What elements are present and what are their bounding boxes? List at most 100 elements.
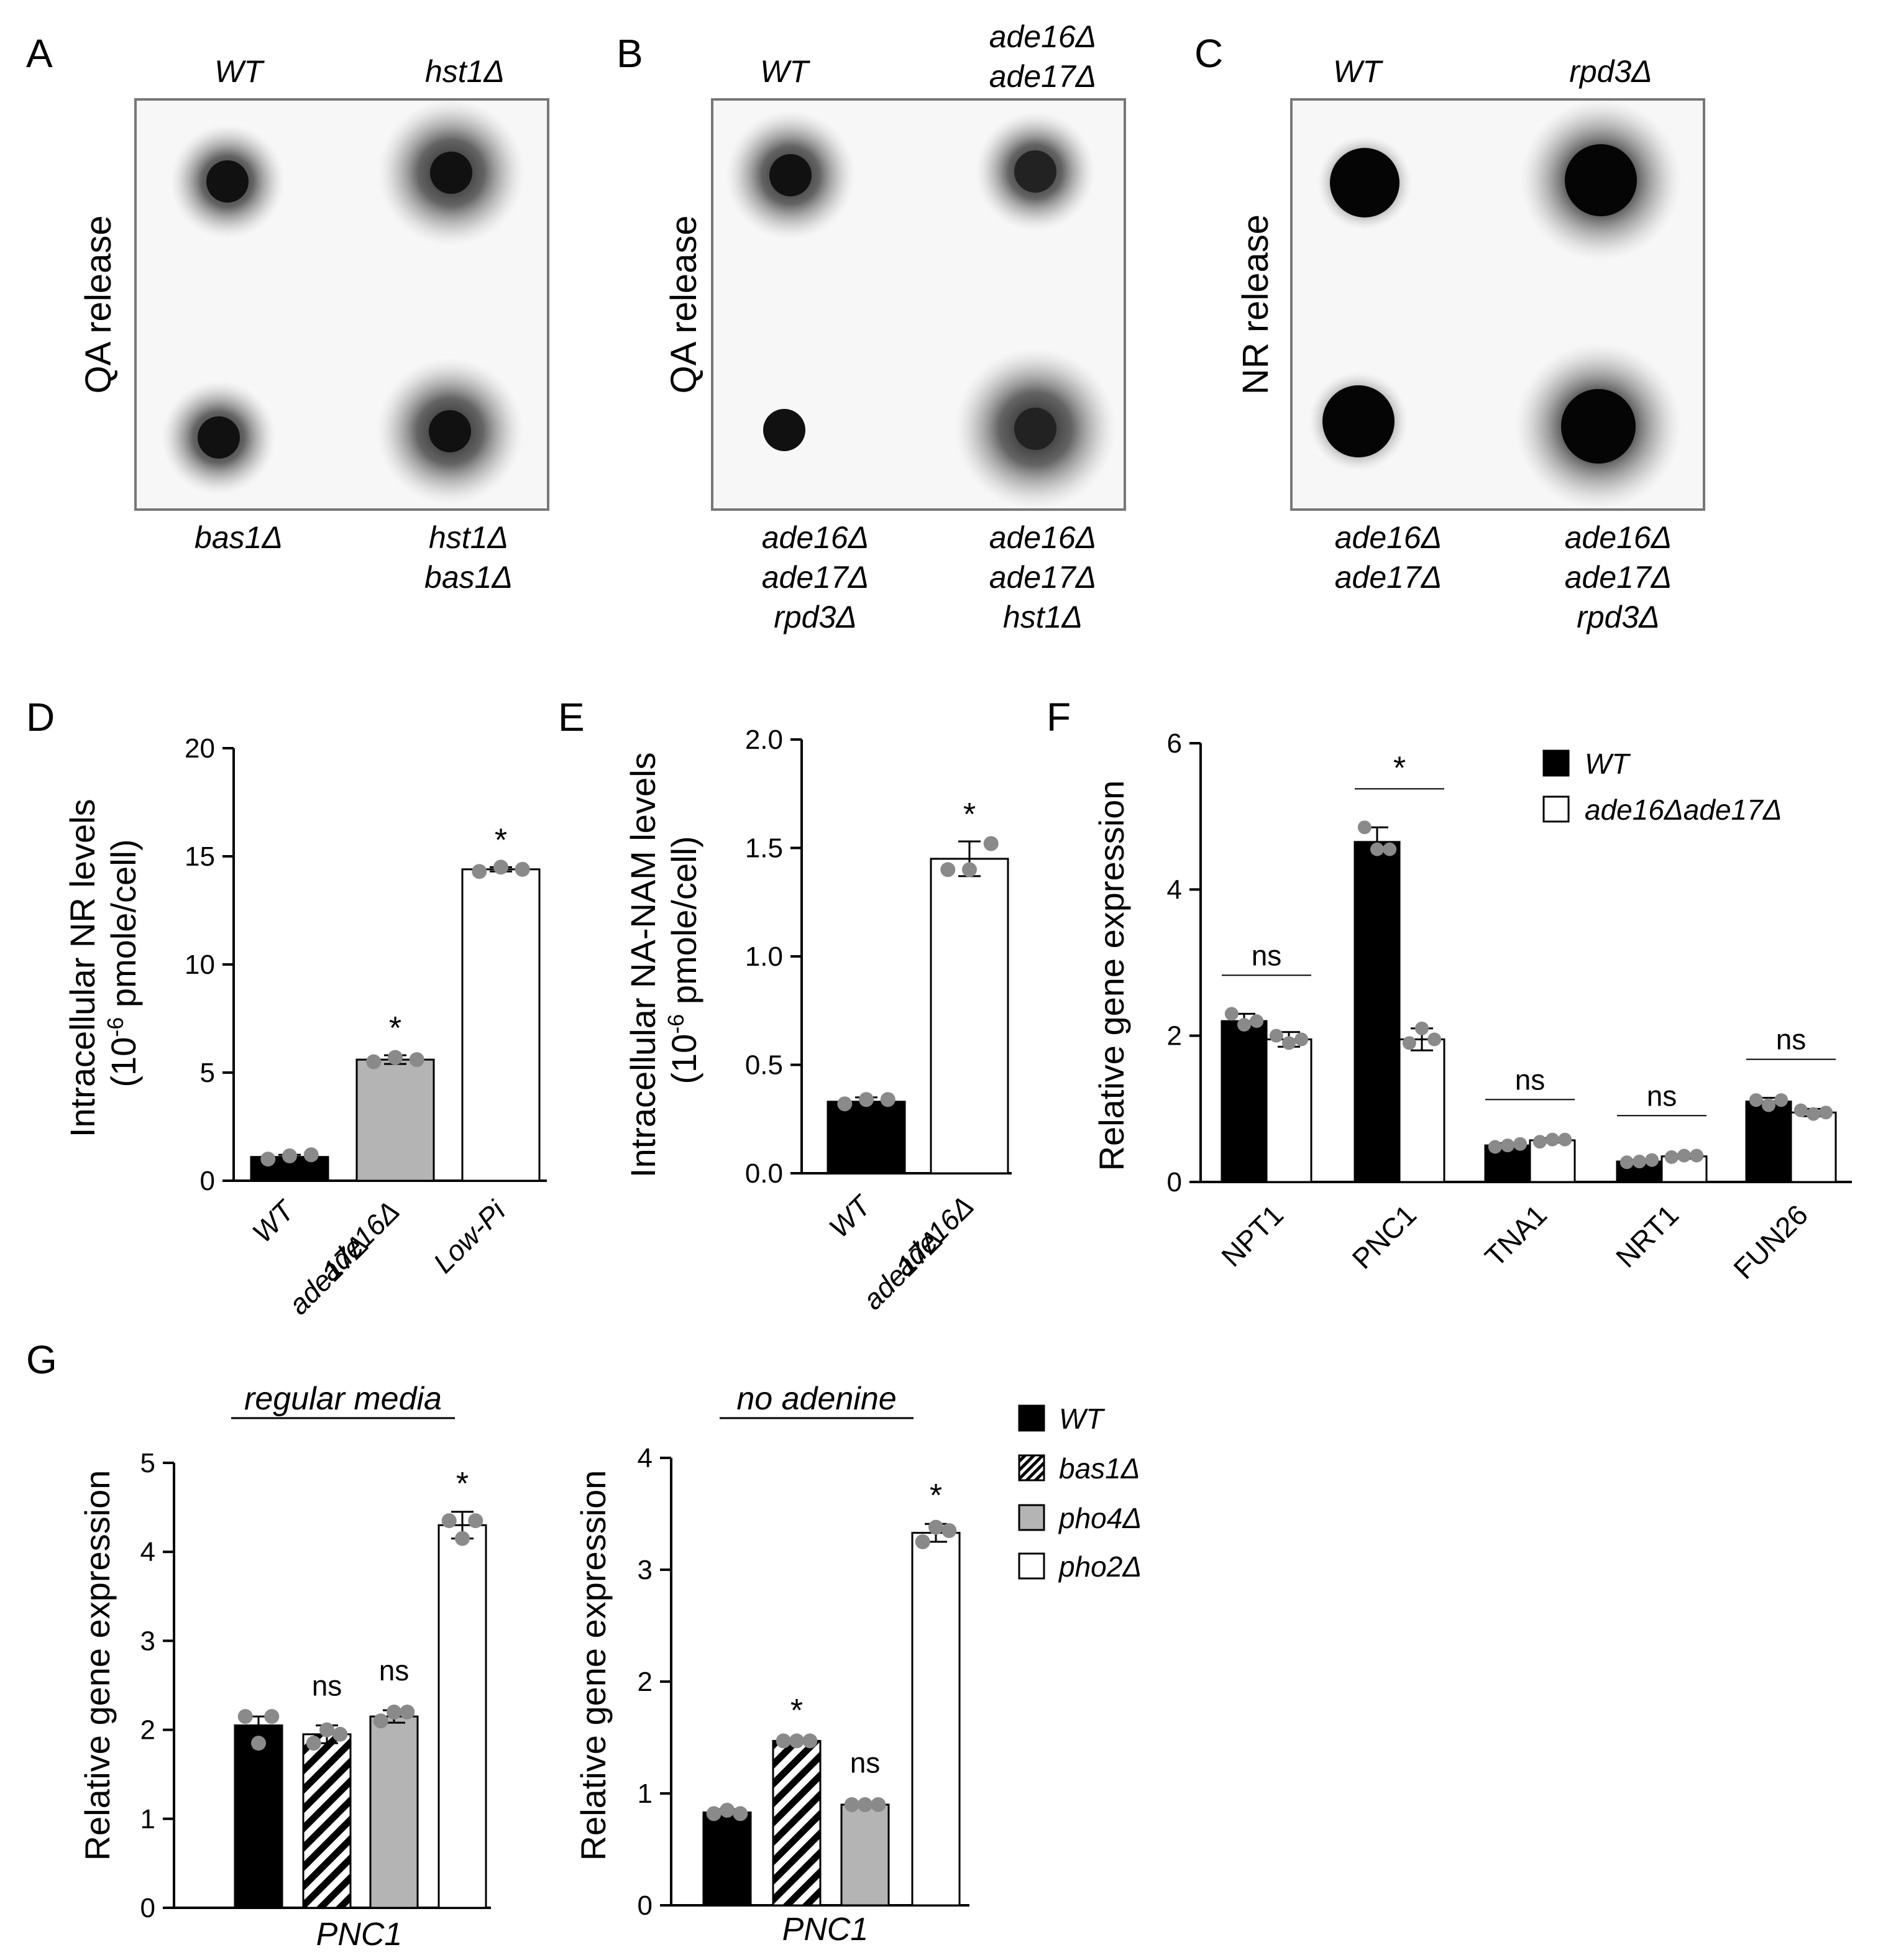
- chart-f-category-label: NRT1: [1610, 1198, 1685, 1273]
- chart-f-point: [1224, 1007, 1239, 1021]
- chart-e-ylabel: Intracellular NA-NAM levels (10-6 pmole/…: [623, 743, 703, 1178]
- panel-b-label-bl-l2: ade17Δ: [762, 560, 869, 595]
- panel-b-label-wt: WT: [760, 54, 810, 89]
- chart-f-significance: ns: [1776, 1024, 1807, 1056]
- chart-g1-ytick-label: 1: [140, 1804, 155, 1834]
- chart-f-point: [1558, 1132, 1572, 1147]
- chart-g2: 0 1 2 3 4 * ns *: [638, 1443, 969, 1921]
- chart-d-ylabel-line1: Intracellular NR levels: [63, 799, 102, 1137]
- chart-f-category-label: TNA1: [1478, 1198, 1553, 1273]
- chart-f-point: [1383, 842, 1397, 856]
- chart-f-point: [1664, 1150, 1679, 1164]
- chart-g1-point: [251, 1736, 266, 1751]
- chart-d-point: [409, 1052, 424, 1068]
- chart-d-ytick-label: 5: [200, 1058, 215, 1088]
- chart-f-point: [1294, 1032, 1309, 1046]
- chart-f-point: [1807, 1107, 1820, 1121]
- chart-e-significance: *: [963, 797, 976, 833]
- chart-f-point: [1645, 1153, 1659, 1167]
- colony-a-hst1: [378, 99, 524, 246]
- chart-e-ytick-label: 1.0: [745, 941, 783, 972]
- chart-f-point: [1501, 1138, 1514, 1153]
- legend-f-label-ade: ade16Δade17Δ: [1585, 794, 1782, 826]
- chart-f-bar: [1221, 1020, 1268, 1183]
- chart-g1-ytick-label: 0: [140, 1893, 155, 1923]
- panel-c: C NR release WT rpd3Δ ade16Δ ade17Δ ade1…: [1194, 31, 1705, 634]
- legend-g-swatch-wt: [1018, 1404, 1045, 1432]
- chart-e-point: [859, 1092, 874, 1107]
- chart-d-ytick-label: 10: [185, 950, 215, 980]
- chart-f-bar: [1745, 1101, 1792, 1183]
- chart-e-ytick-label: 0.0: [745, 1158, 783, 1189]
- panel-e: E Intracellular NA-NAM levels (10-6 pmol…: [558, 695, 1012, 1316]
- chart-d-category-label: WT: [246, 1193, 301, 1248]
- chart-g1-point: [319, 1722, 334, 1738]
- chart-f-ytick-label: 6: [1167, 728, 1182, 759]
- chart-d-point: [282, 1148, 297, 1163]
- chart-f-point: [1749, 1093, 1763, 1107]
- chart-f-ytick-label: 4: [1167, 874, 1182, 905]
- chart-d-significance: *: [495, 822, 507, 858]
- chart-g2-significance: *: [930, 1478, 942, 1514]
- panel-b-label-top-l2: ade17Δ: [989, 59, 1097, 94]
- chart-e: 0.00.51.01.52.0WT*ade16Δade17Δ: [745, 725, 1012, 1316]
- panel-b-label-br-l2: ade17Δ: [989, 560, 1097, 595]
- chart-g1-ytick-label: 4: [140, 1537, 155, 1567]
- chart-d-ylabel-rest: pmole/cell): [104, 839, 143, 1017]
- chart-g2-bar: [911, 1532, 961, 1907]
- legend-g: WT bas1Δ pho4Δ pho2Δ: [1018, 1403, 1142, 1583]
- chart-f-point: [1532, 1135, 1547, 1149]
- chart-f-point: [1690, 1148, 1704, 1163]
- chart-f-point: [1415, 1021, 1429, 1035]
- chart-g1-xlabel: PNC1: [316, 1916, 403, 1953]
- chart-f-bar: [1354, 841, 1401, 1183]
- chart-g2-point: [941, 1523, 957, 1538]
- chart-e-point: [962, 862, 977, 877]
- panel-f: F Relative gene expression 0 2 4 6 ns NPT1 * PN…: [1047, 695, 1852, 1285]
- chart-g1-significance: *: [456, 1466, 469, 1502]
- chart-e-category-label: ade17Δ: [856, 1223, 949, 1316]
- panel-b-label-br-l3: hst1Δ: [1003, 600, 1083, 634]
- chart-d-bar: [355, 1058, 435, 1182]
- chart-g2-ytick-label: 0: [638, 1890, 653, 1921]
- chart-g2-point: [733, 1806, 748, 1821]
- chart-e-point: [940, 862, 956, 877]
- chart-g1-bar: [234, 1724, 283, 1909]
- chart-g1-point: [441, 1513, 457, 1529]
- chart-e-point: [983, 836, 999, 851]
- panel-b-label-bl-l1: ade16Δ: [762, 520, 869, 555]
- chart-g2-point: [844, 1797, 859, 1812]
- chart-d-ytick-label: 0: [200, 1166, 215, 1196]
- chart-f-bar: [1790, 1111, 1837, 1183]
- chart-f-point: [1269, 1028, 1283, 1043]
- panel-letter-c: C: [1194, 31, 1223, 76]
- panel-a-label-hst1: hst1Δ: [425, 54, 505, 89]
- chart-g2-bar: [772, 1739, 822, 1907]
- chart-g2-point: [915, 1534, 930, 1549]
- chart-f-point: [1237, 1018, 1251, 1032]
- chart-d-point: [472, 864, 487, 879]
- chart-e-category-label: WT: [823, 1188, 878, 1243]
- chart-e-ytick-label: 1.5: [745, 833, 783, 864]
- panel-c-label-bl-l1: ade16Δ: [1335, 520, 1442, 555]
- panel-g: G regular media no adenine Relative gene…: [26, 1337, 1142, 1953]
- chart-f-point: [1677, 1148, 1691, 1163]
- panel-letter-d: D: [26, 695, 55, 740]
- chart-e-ylabel-unit: (10: [664, 1034, 703, 1084]
- chart-g1-bar: [437, 1524, 487, 1909]
- chart-d-point: [303, 1147, 319, 1163]
- chart-g2-point: [776, 1733, 791, 1749]
- panel-a-label-wt: WT: [214, 54, 265, 89]
- panel-c-ylabel: NR release: [1235, 214, 1276, 395]
- chart-g2-point: [928, 1519, 943, 1535]
- chart-g2-point: [858, 1797, 873, 1812]
- chart-f-category-label: NPT1: [1215, 1198, 1289, 1273]
- chart-f-point: [1357, 820, 1372, 835]
- chart-e-ytick-label: 2.0: [745, 725, 783, 755]
- chart-g2-ytick-label: 1: [638, 1779, 653, 1809]
- chart-g1-point: [264, 1709, 280, 1724]
- chart-g1-ylabel: Relative gene expression: [78, 1470, 117, 1861]
- legend-g-label-wt: WT: [1059, 1403, 1105, 1435]
- chart-e-ylabel-rest: pmole/cell): [664, 836, 703, 1014]
- panel-b: B QA release WT ade16Δ ade17Δ ade16Δ ade…: [616, 19, 1126, 634]
